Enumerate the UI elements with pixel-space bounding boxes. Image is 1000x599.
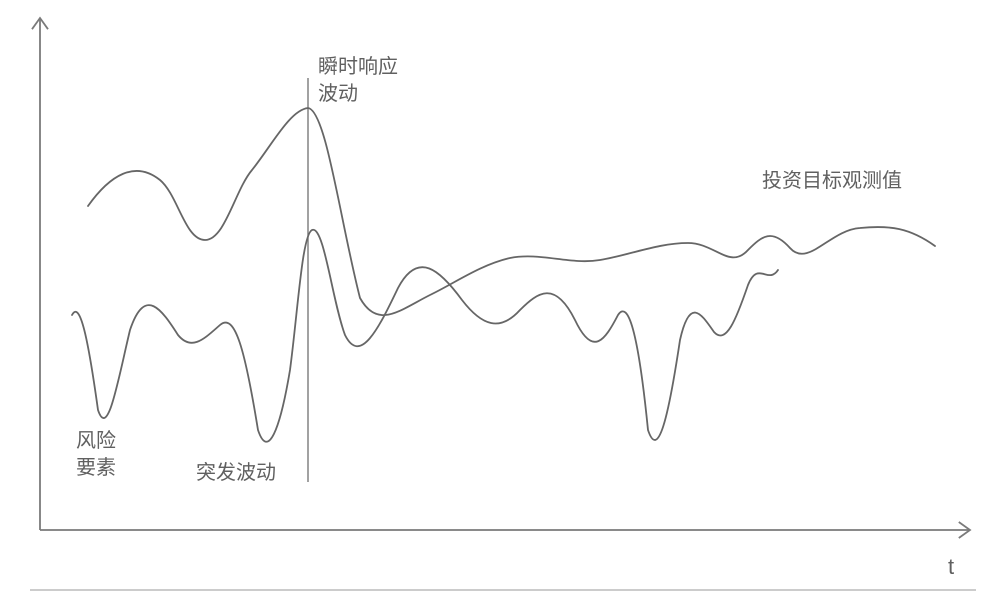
x-axis-label: t — [948, 552, 954, 582]
chart-svg — [0, 0, 1000, 599]
label-sudden-fluctuation: 突发波动 — [196, 460, 276, 487]
time-series-chart: 瞬时响应 波动 投资目标观测值 风险 要素 突发波动 t — [0, 0, 1000, 599]
label-risk-factor: 风险 要素 — [76, 428, 116, 482]
label-investment-target: 投资目标观测值 — [762, 168, 902, 195]
label-transient-response: 瞬时响应 波动 — [318, 54, 398, 108]
